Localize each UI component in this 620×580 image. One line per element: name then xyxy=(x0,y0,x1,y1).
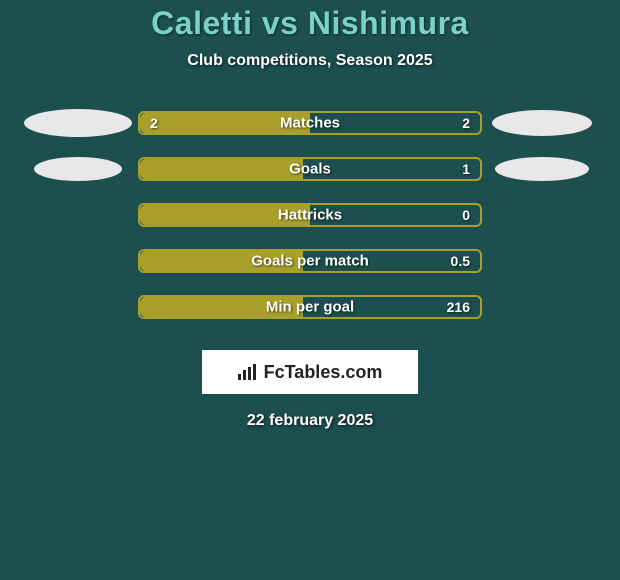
stat-row: Hattricks 0 xyxy=(0,192,620,238)
player-left-placeholder xyxy=(34,157,122,181)
stat-label: Hattricks xyxy=(278,207,342,224)
right-player-slot xyxy=(482,157,602,181)
stat-bar: Goals per match 0.5 xyxy=(138,249,482,273)
stat-value-left: 2 xyxy=(150,115,158,131)
stat-label: Goals per match xyxy=(251,253,369,270)
date-text: 22 february 2025 xyxy=(0,412,620,430)
left-player-slot xyxy=(18,109,138,137)
stat-row: Matches 2 2 xyxy=(0,100,620,146)
stat-label: Min per goal xyxy=(266,299,354,316)
stat-value-right: 2 xyxy=(462,115,470,131)
stat-value-right: 1 xyxy=(462,161,470,177)
comparison-rows: Matches 2 2 Goals 1 Hattricks 0 Goals per match… xyxy=(0,100,620,330)
page-title: Caletti vs Nishimura xyxy=(0,5,620,42)
stat-label: Goals xyxy=(289,161,331,178)
stat-value-right: 0.5 xyxy=(451,253,470,269)
right-player-slot xyxy=(482,110,602,136)
stat-bar: Matches 2 2 xyxy=(138,111,482,135)
infographic-container: Caletti vs Nishimura Club competitions, … xyxy=(0,0,620,580)
bar-chart-icon xyxy=(238,364,258,380)
player-right-placeholder xyxy=(492,110,592,136)
title-vs: vs xyxy=(262,5,299,41)
stat-row: Min per goal 216 xyxy=(0,284,620,330)
stat-bar: Goals 1 xyxy=(138,157,482,181)
stat-label: Matches xyxy=(280,115,340,132)
logo-text: FcTables.com xyxy=(264,362,383,383)
left-player-slot xyxy=(18,157,138,181)
stat-bar: Hattricks 0 xyxy=(138,203,482,227)
stat-row: Goals 1 xyxy=(0,146,620,192)
stat-value-right: 216 xyxy=(447,299,470,315)
stat-bar-left xyxy=(140,159,303,179)
logo-box: FcTables.com xyxy=(202,350,418,394)
stat-row: Goals per match 0.5 xyxy=(0,238,620,284)
title-player-left: Caletti xyxy=(151,5,252,41)
player-right-placeholder xyxy=(495,157,589,181)
title-player-right: Nishimura xyxy=(308,5,469,41)
stat-bar: Min per goal 216 xyxy=(138,295,482,319)
subtitle: Club competitions, Season 2025 xyxy=(0,52,620,70)
player-left-placeholder xyxy=(24,109,132,137)
stat-value-right: 0 xyxy=(462,207,470,223)
